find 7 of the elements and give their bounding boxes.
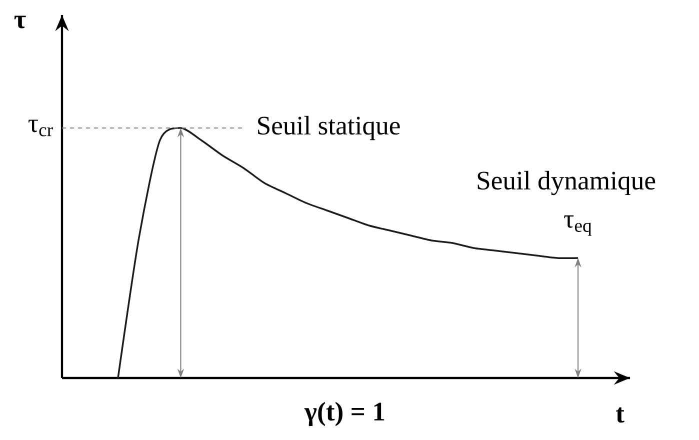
text: γ(t) = 1	[304, 402, 384, 426]
x-axis-title: t	[616, 407, 624, 423]
ref-line-label: Seuil statique	[258, 116, 400, 140]
text: τ$_{cr}$	[28, 120, 53, 136]
annotation: Seuil dynamique	[478, 170, 656, 196]
annotation: τ$_{eq}$	[564, 215, 592, 236]
y-axis-title: τ	[14, 16, 26, 28]
